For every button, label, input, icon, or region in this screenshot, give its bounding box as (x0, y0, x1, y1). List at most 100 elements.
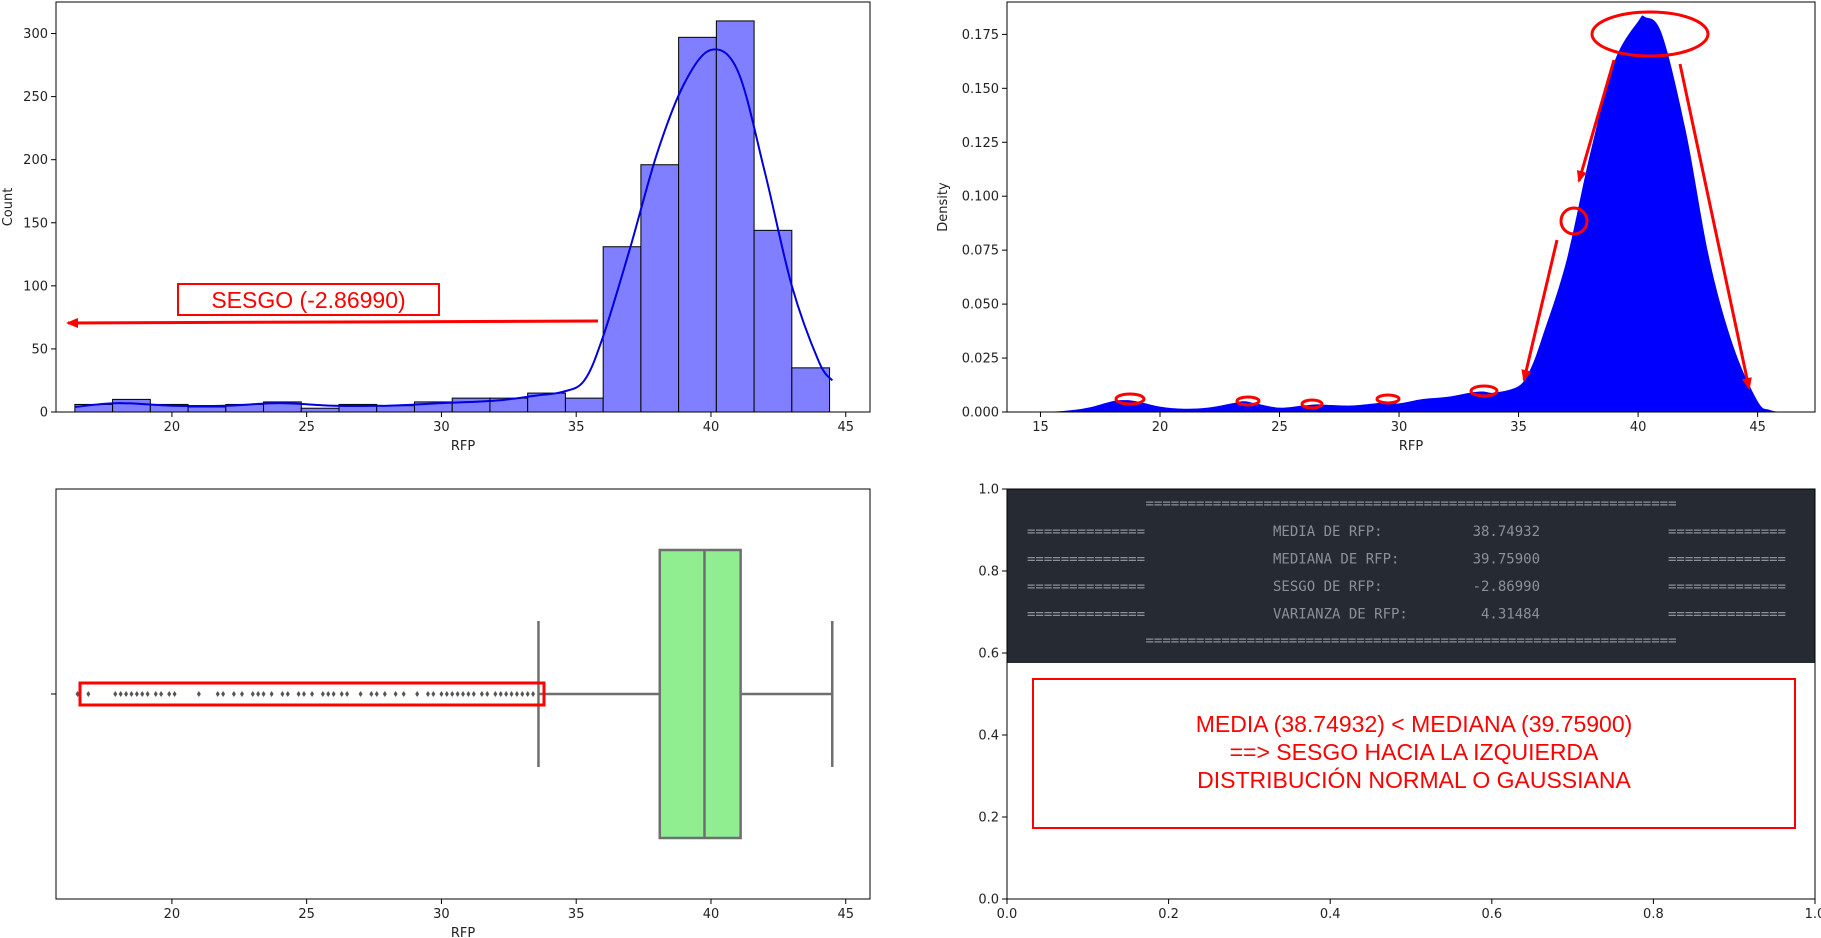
y-tick-label: 200 (23, 153, 48, 168)
y-tick-label: 0.8 (978, 565, 999, 580)
outlier-point (479, 691, 484, 697)
histogram-bar (112, 398, 151, 413)
stats-rule-left: ============== (1027, 579, 1145, 595)
stats-rule-left: ============== (1027, 524, 1145, 540)
stats-label: VARIANZA DE RFP: (1273, 607, 1408, 623)
stats-rule-right: ============== (1668, 579, 1786, 595)
conclusion-line-2: ==> SESGO HACIA LA IZQUIERDA (1230, 739, 1599, 765)
stats-rule-right: ============== (1668, 607, 1786, 623)
arrow-peak-to-shoulder (1576, 59, 1616, 183)
x-tick-label: 0.4 (1320, 907, 1341, 922)
x-tick-label: 20 (164, 907, 181, 922)
y-tick-label: 0.0 (978, 893, 999, 908)
outlier-point (431, 691, 436, 697)
x-tick-label: 30 (1391, 420, 1408, 435)
x-tick-label: 0.2 (1158, 907, 1179, 922)
x-tick-label: 15 (1032, 420, 1049, 435)
outlier-point (296, 691, 301, 697)
outlier-point (231, 691, 236, 697)
stats-rule-right: ============== (1668, 524, 1786, 540)
stats-rule-left: ============== (1027, 552, 1145, 568)
density-panel: 15 20 25 30 35 40 45 0.000 0.025 0.050 0.075 0.100… (936, 1, 1816, 454)
histogram-bar (640, 164, 680, 413)
density-annotations (1114, 10, 1752, 410)
outlier-point (134, 691, 139, 697)
outlier-point (485, 691, 490, 697)
outlier-point (153, 691, 158, 697)
histogram-bar (564, 397, 604, 413)
outlier-point (461, 691, 465, 697)
y-tick-label: 0.025 (962, 352, 999, 367)
density-axes-frame (1006, 1, 1816, 413)
stats-rows: ============== MEDIA DE RFP: 38.74932 =====… (1027, 524, 1786, 623)
histogram-panel: 20 25 30 35 40 45 0 50 100 150 200 250 300 RFP Coun… (1, 1, 871, 454)
x-tick-label: 45 (837, 907, 854, 922)
x-tick-label: 0.8 (1643, 907, 1664, 922)
histogram-y-label: Count (1, 188, 16, 227)
outlier-point (471, 691, 476, 697)
x-tick-label: 25 (1271, 420, 1288, 435)
y-tick-label: 0.125 (962, 136, 999, 151)
outlier-point (444, 691, 449, 697)
histogram-axes-frame (55, 1, 871, 413)
bump-circle-3 (1300, 398, 1324, 410)
y-tick-label: 0 (40, 406, 48, 421)
y-tick-label: 1.0 (978, 483, 999, 498)
conclusion-line-3: DISTRIBUCIÓN NORMAL O GAUSSIANA (1197, 767, 1631, 793)
y-tick-label: 150 (23, 216, 48, 231)
stats-value: 38.74932 (1473, 524, 1540, 540)
x-tick-label: 0.6 (1481, 907, 1502, 922)
y-tick-label: 0.100 (962, 190, 999, 205)
x-tick-label: 20 (164, 420, 181, 435)
boxplot-x-label: RFP (451, 926, 476, 938)
y-tick-label: 250 (23, 90, 48, 105)
outlier-point (172, 691, 177, 697)
histogram-bars (74, 20, 831, 413)
outlier-point (339, 691, 344, 697)
x-tick-label: 20 (1152, 420, 1169, 435)
y-tick-label: 100 (23, 279, 48, 294)
stats-rule-bottom: ========================================… (1145, 633, 1676, 649)
outlier-point (393, 691, 398, 697)
boxplot (537, 548, 834, 840)
outlier-point (145, 691, 150, 697)
histogram-bar (602, 246, 642, 413)
peak-circle (1590, 10, 1710, 58)
stats-value: -2.86990 (1473, 579, 1540, 595)
outlier-point (221, 691, 226, 697)
y-tick-label: 0.075 (962, 244, 999, 259)
conclusion-line-1: MEDIA (38.74932) < MEDIANA (39.75900) (1196, 711, 1633, 737)
x-tick-label: 40 (703, 907, 720, 922)
box-iqr (658, 548, 742, 840)
outlier-point (358, 691, 363, 697)
outlier-point (113, 691, 118, 697)
outlier-point (374, 691, 379, 697)
stats-axes-frame (1006, 488, 1816, 900)
bump-circle-1 (1114, 392, 1146, 406)
stats-value: 39.75900 (1473, 552, 1540, 568)
skew-annotation: SESGO (-2.86990) (211, 287, 405, 313)
outlier-point (415, 691, 420, 697)
outlier-point (504, 691, 509, 697)
y-tick-label: 0.175 (962, 28, 999, 43)
kde-line (74, 48, 834, 408)
histogram-bar (187, 406, 227, 413)
stats-panel: ========================================… (978, 483, 1821, 923)
outlier-point (261, 691, 266, 697)
outlier-point (425, 691, 430, 697)
histogram-x-ticks: 20 25 30 35 40 45 (164, 412, 854, 435)
y-tick-label: 0.6 (978, 647, 999, 662)
bump-circle-4 (1375, 393, 1401, 405)
outlier-point (439, 691, 444, 697)
outlier-point (331, 691, 336, 697)
skew-arrow (66, 317, 599, 328)
outlier-point (159, 691, 164, 697)
outlier-point (250, 691, 255, 697)
outlier-point (196, 691, 201, 697)
x-tick-label: 35 (568, 420, 585, 435)
outlier-point (118, 691, 123, 697)
outlier-point (140, 691, 145, 697)
histogram-bar (715, 20, 755, 413)
density-area (1040, 15, 1782, 413)
